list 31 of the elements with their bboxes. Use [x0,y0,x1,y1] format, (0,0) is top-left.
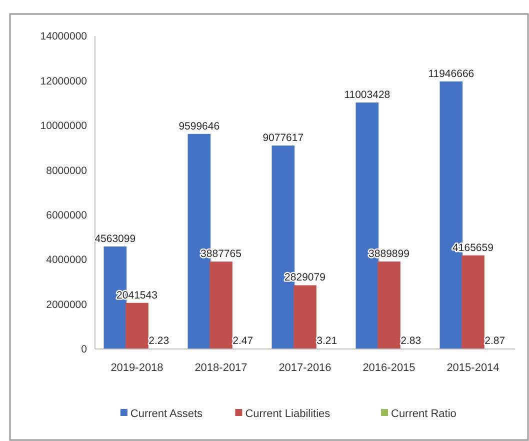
bar [462,255,484,350]
bar [210,262,232,350]
data-label: 2.87 [484,335,506,347]
y-tick-label: 8000000 [46,164,88,177]
bar [378,262,400,350]
x-tick-label: 2019-2018 [110,362,164,374]
y-tick-label: 14000000 [40,30,88,43]
legend-label: Current Ratio [391,408,456,420]
x-tick-label: 2018-2017 [194,362,248,374]
y-tick-label: 2000000 [46,298,88,311]
data-label: 2.23 [148,335,170,347]
x-tick-label: 2017-2016 [278,362,332,374]
data-label: 2.83 [400,335,422,347]
data-label: 9077617 [262,132,304,144]
y-tick-label: 0 [81,344,88,356]
y-tick-label: 12000000 [40,75,88,88]
x-tick-label: 2015-2014 [446,362,500,374]
data-label: 9599646 [178,120,220,132]
y-tick-label: 10000000 [40,120,88,132]
data-label: 11946666 [428,68,474,80]
y-tick-label: 6000000 [46,210,88,222]
data-label: 2.47 [232,335,254,347]
bar [126,302,148,350]
legend-label: Current Assets [130,408,204,420]
x-tick-label: 2016-2015 [362,362,416,374]
data-label: 11003428 [344,88,390,101]
legend-label: Current Liabilities [245,408,331,420]
bar [294,285,316,350]
data-label: 4563099 [94,232,136,245]
y-tick-label: 4000000 [46,254,88,266]
data-label: 3.21 [316,335,338,347]
